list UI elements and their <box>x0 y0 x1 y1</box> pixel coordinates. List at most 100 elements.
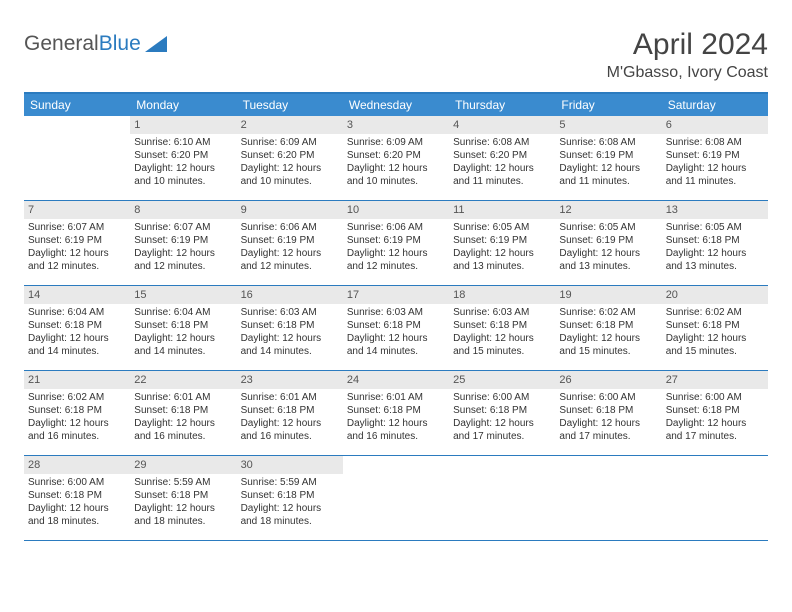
day-number: 9 <box>237 201 343 219</box>
day-number: 7 <box>24 201 130 219</box>
day-number: 4 <box>449 116 555 134</box>
day-cell: 14Sunrise: 6:04 AMSunset: 6:18 PMDayligh… <box>24 286 130 370</box>
sunrise-text: Sunrise: 6:08 AM <box>559 136 657 149</box>
logo-triangle-icon <box>145 36 167 52</box>
daylight-text: Daylight: 12 hours and 14 minutes. <box>347 332 445 358</box>
weekday-header: Saturday <box>662 94 768 116</box>
sunrise-text: Sunrise: 5:59 AM <box>134 476 232 489</box>
day-cell: 7Sunrise: 6:07 AMSunset: 6:19 PMDaylight… <box>24 201 130 285</box>
day-cell: 17Sunrise: 6:03 AMSunset: 6:18 PMDayligh… <box>343 286 449 370</box>
daylight-text: Daylight: 12 hours and 12 minutes. <box>134 247 232 273</box>
day-number: 25 <box>449 371 555 389</box>
day-cell: 1Sunrise: 6:10 AMSunset: 6:20 PMDaylight… <box>130 116 236 200</box>
sunrise-text: Sunrise: 6:02 AM <box>666 306 764 319</box>
day-number: 29 <box>130 456 236 474</box>
daylight-text: Daylight: 12 hours and 12 minutes. <box>241 247 339 273</box>
day-cell: 12Sunrise: 6:05 AMSunset: 6:19 PMDayligh… <box>555 201 661 285</box>
sunset-text: Sunset: 6:18 PM <box>453 404 551 417</box>
location: M'Gbasso, Ivory Coast <box>607 64 768 82</box>
daylight-text: Daylight: 12 hours and 13 minutes. <box>453 247 551 273</box>
month-title: April 2024 <box>607 28 768 62</box>
day-number: 12 <box>555 201 661 219</box>
daylight-text: Daylight: 12 hours and 10 minutes. <box>134 162 232 188</box>
day-number: 14 <box>24 286 130 304</box>
sunset-text: Sunset: 6:18 PM <box>241 319 339 332</box>
sunset-text: Sunset: 6:18 PM <box>134 489 232 502</box>
day-cell: 4Sunrise: 6:08 AMSunset: 6:20 PMDaylight… <box>449 116 555 200</box>
daylight-text: Daylight: 12 hours and 16 minutes. <box>134 417 232 443</box>
day-cell: 8 Sunrise: 6:07 AMSunset: 6:19 PMDaylight… <box>130 201 236 285</box>
sunrise-text: Sunrise: 6:05 AM <box>559 221 657 234</box>
daylight-text: Daylight: 12 hours and 11 minutes. <box>559 162 657 188</box>
sunrise-text: Sunrise: 6:05 AM <box>453 221 551 234</box>
sunrise-text: Sunrise: 5:59 AM <box>241 476 339 489</box>
sunset-text: Sunset: 6:18 PM <box>28 319 126 332</box>
sunrise-text: Sunrise: 6:09 AM <box>241 136 339 149</box>
daylight-text: Daylight: 12 hours and 14 minutes. <box>134 332 232 358</box>
sunset-text: Sunset: 6:19 PM <box>666 149 764 162</box>
weekday-header: Sunday <box>24 94 130 116</box>
sunrise-text: Sunrise: 6:10 AM <box>134 136 232 149</box>
week-row: 28Sunrise: 6:00 AMSunset: 6:18 PMDayligh… <box>24 456 768 541</box>
sunset-text: Sunset: 6:18 PM <box>347 404 445 417</box>
sunrise-text: Sunrise: 6:09 AM <box>347 136 445 149</box>
day-number: 24 <box>343 371 449 389</box>
daylight-text: Daylight: 12 hours and 12 minutes. <box>28 247 126 273</box>
sunrise-text: Sunrise: 6:07 AM <box>134 221 232 234</box>
daylight-text: Daylight: 12 hours and 16 minutes. <box>241 417 339 443</box>
logo-text-blue: Blue <box>99 32 141 56</box>
day-number: 26 <box>555 371 661 389</box>
daylight-text: Daylight: 12 hours and 12 minutes. <box>347 247 445 273</box>
daylight-text: Daylight: 12 hours and 14 minutes. <box>241 332 339 358</box>
sunrise-text: Sunrise: 6:02 AM <box>559 306 657 319</box>
calendar: SundayMondayTuesdayWednesdayThursdayFrid… <box>24 92 768 541</box>
sunrise-text: Sunrise: 6:04 AM <box>28 306 126 319</box>
weekday-header: Monday <box>130 94 236 116</box>
week-row: 1Sunrise: 6:10 AMSunset: 6:20 PMDaylight… <box>24 116 768 201</box>
sunrise-text: Sunrise: 6:08 AM <box>453 136 551 149</box>
sunset-text: Sunset: 6:19 PM <box>134 234 232 247</box>
daylight-text: Daylight: 12 hours and 18 minutes. <box>241 502 339 528</box>
sunset-text: Sunset: 6:18 PM <box>241 404 339 417</box>
day-number: 8 <box>130 201 236 219</box>
daylight-text: Daylight: 12 hours and 13 minutes. <box>666 247 764 273</box>
day-number: 11 <box>449 201 555 219</box>
day-cell: 23Sunrise: 6:01 AMSunset: 6:18 PMDayligh… <box>237 371 343 455</box>
day-cell: 22Sunrise: 6:01 AMSunset: 6:18 PMDayligh… <box>130 371 236 455</box>
empty-cell <box>24 116 130 200</box>
day-number: 22 <box>130 371 236 389</box>
sunset-text: Sunset: 6:18 PM <box>559 404 657 417</box>
sunset-text: Sunset: 6:18 PM <box>347 319 445 332</box>
daylight-text: Daylight: 12 hours and 17 minutes. <box>666 417 764 443</box>
sunset-text: Sunset: 6:20 PM <box>241 149 339 162</box>
day-cell: 25Sunrise: 6:00 AMSunset: 6:18 PMDayligh… <box>449 371 555 455</box>
day-cell: 27Sunrise: 6:00 AMSunset: 6:18 PMDayligh… <box>662 371 768 455</box>
daylight-text: Daylight: 12 hours and 11 minutes. <box>666 162 764 188</box>
day-cell: 3 Sunrise: 6:09 AMSunset: 6:20 PMDaylight… <box>343 116 449 200</box>
sunset-text: Sunset: 6:18 PM <box>241 489 339 502</box>
sunset-text: Sunset: 6:19 PM <box>559 149 657 162</box>
day-cell: 28Sunrise: 6:00 AMSunset: 6:18 PMDayligh… <box>24 456 130 540</box>
day-number: 18 <box>449 286 555 304</box>
daylight-text: Daylight: 12 hours and 10 minutes. <box>347 162 445 188</box>
day-cell: 30Sunrise: 5:59 AMSunset: 6:18 PMDayligh… <box>237 456 343 540</box>
sunset-text: Sunset: 6:20 PM <box>347 149 445 162</box>
sunset-text: Sunset: 6:18 PM <box>134 319 232 332</box>
sunset-text: Sunset: 6:19 PM <box>453 234 551 247</box>
day-cell: 6Sunrise: 6:08 AMSunset: 6:19 PMDaylight… <box>662 116 768 200</box>
sunset-text: Sunset: 6:19 PM <box>28 234 126 247</box>
day-cell: 2 Sunrise: 6:09 AMSunset: 6:20 PMDaylight… <box>237 116 343 200</box>
sunrise-text: Sunrise: 6:02 AM <box>28 391 126 404</box>
daylight-text: Daylight: 12 hours and 15 minutes. <box>453 332 551 358</box>
sunset-text: Sunset: 6:19 PM <box>559 234 657 247</box>
daylight-text: Daylight: 12 hours and 17 minutes. <box>559 417 657 443</box>
daylight-text: Daylight: 12 hours and 10 minutes. <box>241 162 339 188</box>
day-number: 3 <box>343 116 449 134</box>
day-number: 16 <box>237 286 343 304</box>
empty-cell <box>662 456 768 540</box>
sunset-text: Sunset: 6:18 PM <box>453 319 551 332</box>
day-number: 2 <box>237 116 343 134</box>
day-cell: 21Sunrise: 6:02 AMSunset: 6:18 PMDayligh… <box>24 371 130 455</box>
sunrise-text: Sunrise: 6:00 AM <box>666 391 764 404</box>
daylight-text: Daylight: 12 hours and 17 minutes. <box>453 417 551 443</box>
